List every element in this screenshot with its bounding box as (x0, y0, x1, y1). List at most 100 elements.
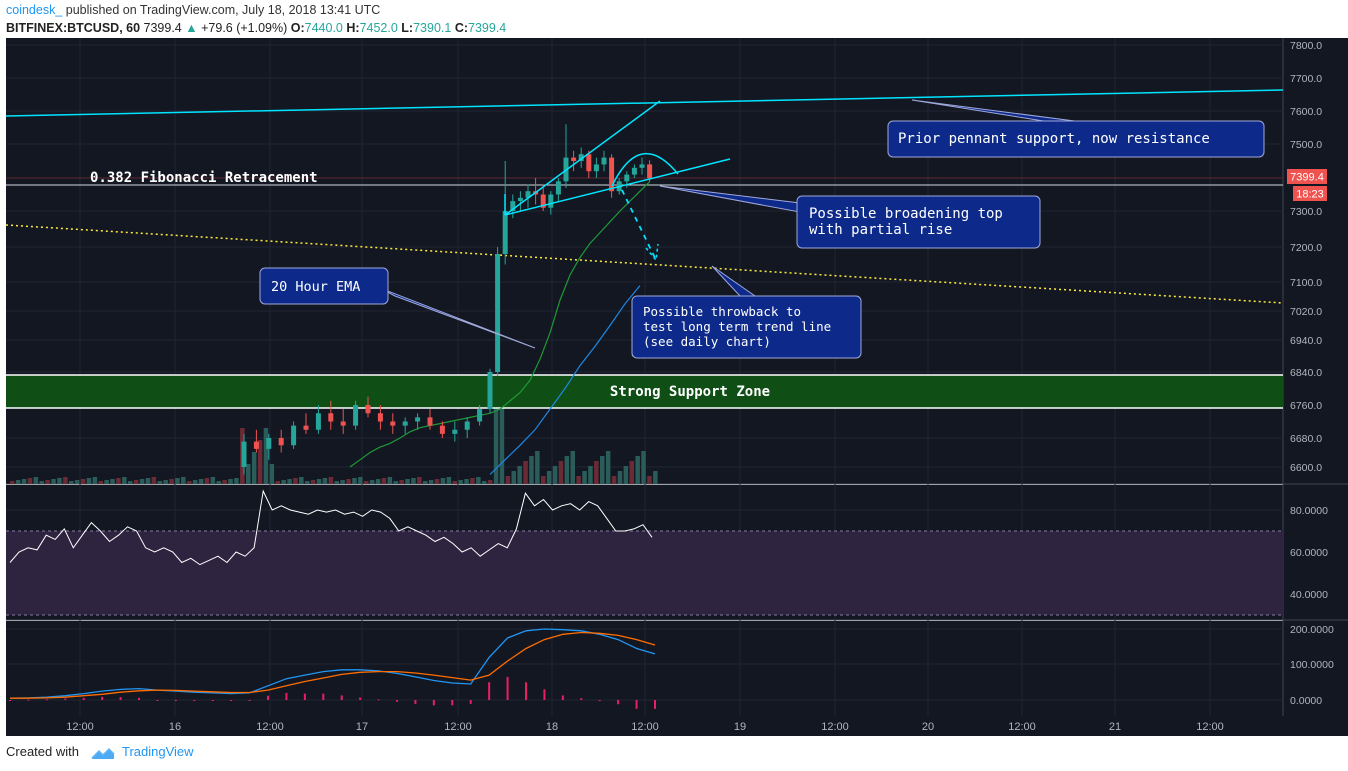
volume-bar (611, 476, 617, 484)
last-price-tag (1287, 169, 1327, 184)
long-term-trend-line[interactable] (5, 224, 1284, 304)
candle-body (477, 409, 483, 422)
tradingview-link[interactable]: TradingView (122, 744, 194, 759)
macd-line (9, 628, 656, 699)
macd-hist-bar (340, 695, 343, 700)
volume-bar (493, 404, 499, 484)
rsi-tick-label: 80.0000 (1290, 505, 1328, 517)
price-axis[interactable] (1283, 38, 1348, 716)
volume-bar (375, 479, 381, 484)
macd-hist-bar (303, 693, 306, 700)
fib-label: 0.382 Fibonacci Retracement (90, 170, 318, 186)
volume-bar (187, 481, 192, 484)
candle-body (241, 441, 247, 467)
macd-hist-bar (580, 698, 583, 700)
volume-bar (275, 481, 280, 484)
macd-hist-bar (9, 700, 11, 701)
volume-bar (299, 477, 304, 484)
support-zone (6, 375, 1283, 408)
volume-bar (570, 451, 575, 484)
candle-body (402, 421, 408, 426)
callout-throwback[interactable]: Possible throwback to test long term tre… (631, 295, 862, 359)
time-tick-label: 18 (546, 721, 558, 733)
signal-line (10, 631, 656, 699)
high-value: 7452.0 (359, 21, 398, 35)
price-tick-label: 6600.0 (1290, 462, 1322, 474)
candle-body (517, 197, 523, 202)
volume-bar (605, 451, 611, 484)
volume-bar (139, 479, 145, 484)
volume-bar (122, 477, 127, 484)
wedge-upper-line[interactable] (504, 100, 661, 216)
macd-hist-bar (64, 698, 67, 700)
volume-bar (175, 478, 180, 484)
volume-bar (251, 452, 257, 484)
volume-bar (281, 480, 286, 484)
volume-bar (352, 478, 357, 484)
candle-body (586, 154, 592, 172)
pennant-resistance-line[interactable] (5, 89, 1284, 117)
tradingview-logo-icon (91, 747, 115, 759)
candles (241, 124, 653, 475)
macd-hist-bar (45, 699, 48, 701)
volume-bar (33, 477, 39, 484)
price-tick-label: 6680.0 (1290, 433, 1322, 445)
rsi-band (6, 531, 1283, 615)
volume-bar (511, 471, 516, 484)
volume-bar (192, 480, 198, 484)
callout-broadening[interactable]: Possible broadening top with partial ris… (796, 195, 1041, 249)
last-price-tag-text: 7399.4 (1290, 172, 1324, 184)
candle-body (464, 421, 470, 430)
volume-bar (86, 478, 92, 484)
candle-body (593, 164, 599, 172)
macd-hist-bar (285, 692, 288, 700)
volume-bar (446, 477, 452, 484)
volume-bars (10, 384, 658, 484)
volume-bar (133, 480, 139, 484)
volume-bar (228, 479, 233, 484)
candle-body (340, 421, 346, 426)
volume-bar (263, 428, 269, 484)
volume-bar (157, 481, 162, 484)
price-tick-label: 7300.0 (1290, 206, 1322, 218)
candle-body (390, 421, 396, 426)
time-axis[interactable] (6, 716, 1348, 736)
chart-canvas[interactable]: 7800.07700.07600.07500.07400.07300.07200… (0, 38, 1348, 736)
wedge-lower-line[interactable] (504, 158, 731, 216)
macd-tick-label: 200.0000 (1290, 624, 1334, 636)
macd-hist-bar (654, 700, 656, 709)
candle-body (328, 413, 334, 422)
volume-bar (564, 456, 570, 484)
volume-bar (635, 456, 640, 484)
symbol-label[interactable]: BITFINEX:BTCUSD, 60 (6, 21, 141, 35)
volume-bar (110, 479, 115, 484)
macd-hist-bar (469, 700, 472, 704)
volume-bar (222, 480, 227, 484)
volume-bar (234, 478, 239, 484)
volume-bar (552, 466, 558, 484)
rsi-tick-label: 60.0000 (1290, 547, 1328, 559)
volume-bar (594, 461, 599, 484)
macd-hist-bar (174, 700, 177, 701)
volume-bar (92, 477, 98, 484)
price-tick-label: 7100.0 (1290, 277, 1322, 289)
callout-ema[interactable]: 20 Hour EMA (259, 267, 389, 305)
price-tick-label: 6940.0 (1290, 335, 1322, 347)
time-tick-label: 12:00 (1196, 721, 1224, 733)
volume-bar (476, 477, 481, 484)
callout-broadening-line2: with partial rise (809, 222, 952, 238)
author-link[interactable]: coindesk_ (6, 3, 63, 17)
callout-broadening-line1: Possible broadening top (809, 206, 1003, 222)
volume-bar (69, 481, 74, 484)
volume-bar (287, 479, 292, 484)
macd-hist-bar (322, 693, 325, 700)
price-tick-label: 7500.0 (1290, 139, 1322, 151)
macd-hist-bar (359, 697, 362, 700)
volume-bar (316, 479, 322, 484)
callout-pennant[interactable]: Prior pennant support, now resistance (887, 120, 1265, 158)
macd-hist-bar (248, 700, 251, 701)
volume-bar (151, 477, 157, 484)
volume-bar (10, 481, 15, 484)
volume-bar (340, 480, 345, 484)
price-tick-label: 7020.0 (1290, 306, 1322, 318)
